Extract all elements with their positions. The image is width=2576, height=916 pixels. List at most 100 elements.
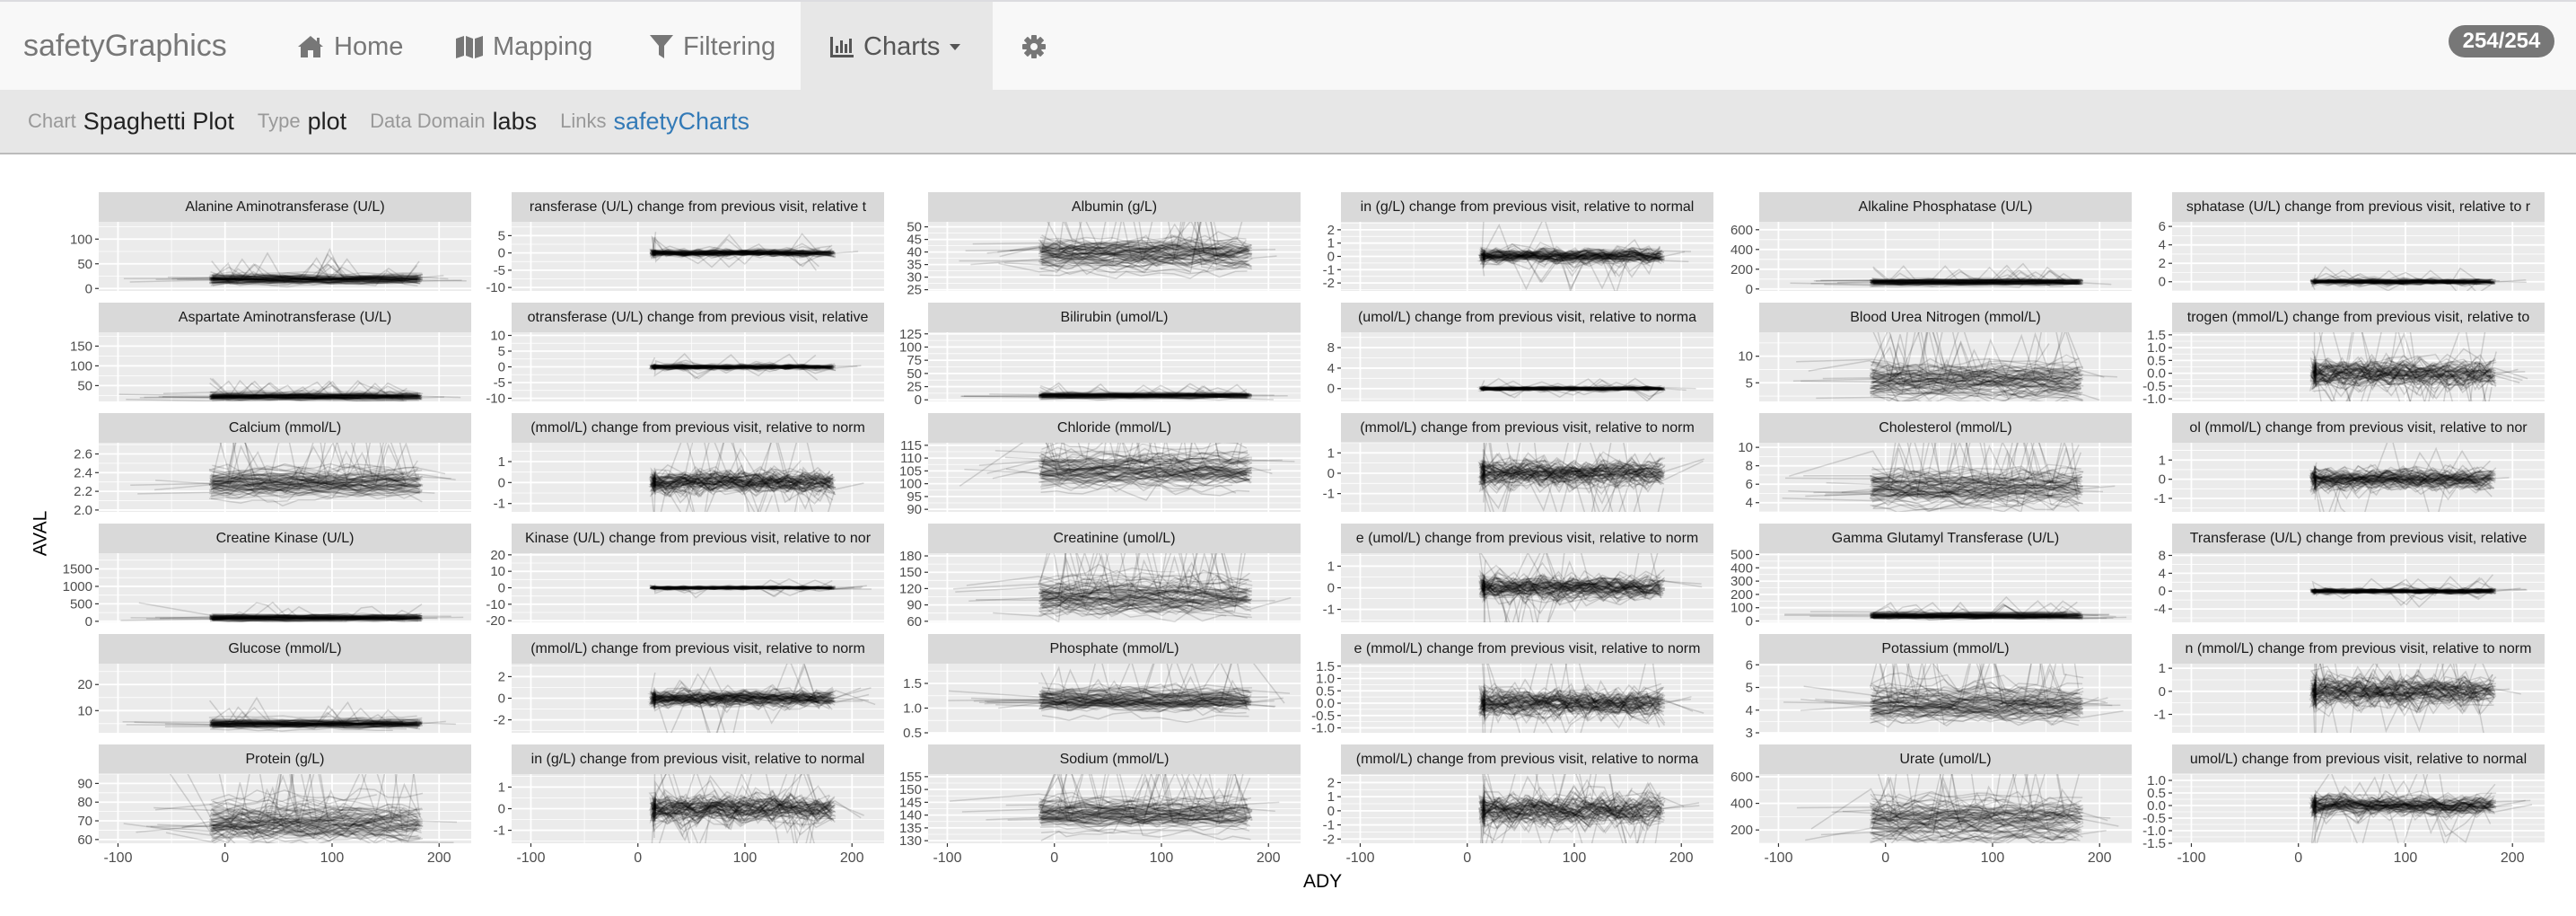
series-line (652, 364, 862, 371)
y-tick-label: 0 (2159, 472, 2166, 488)
series-line (120, 618, 422, 622)
series-line (1871, 816, 2082, 835)
series-line (652, 793, 760, 823)
series-line (212, 393, 418, 398)
y-tick-label: -1 (2154, 707, 2166, 722)
series-line (208, 395, 406, 399)
series-line (2309, 475, 2491, 492)
series-line (1478, 385, 1646, 396)
series-line (212, 710, 418, 729)
series-line (653, 691, 835, 703)
series-lines (648, 232, 859, 271)
series-line (212, 720, 424, 726)
series-line (213, 277, 359, 282)
series-line (209, 721, 422, 727)
settings-button[interactable] (1021, 2, 1048, 92)
series-line (2314, 671, 2493, 715)
series-line (212, 480, 361, 493)
series-line (212, 619, 343, 622)
y-tick-label: 2 (1327, 223, 1335, 238)
nav-home[interactable]: Home (296, 2, 403, 92)
series-line (1481, 464, 1666, 490)
series-line (2314, 467, 2480, 487)
series-line (210, 807, 407, 819)
series-line (1479, 460, 1704, 491)
series-line (653, 468, 834, 512)
series-line (1483, 384, 1651, 392)
series-line (1871, 692, 2078, 707)
series-line (1040, 591, 1249, 605)
series-line (209, 276, 421, 281)
series-line (1871, 615, 2081, 620)
series-line (2315, 673, 2402, 733)
panel-background (2172, 443, 2545, 512)
y-tick-label: 300 (1730, 574, 1753, 589)
series-line (1483, 386, 1663, 392)
series-line (129, 277, 421, 283)
safetycharts-link[interactable]: safetyCharts (613, 107, 750, 135)
series-line (653, 365, 834, 370)
series-line (210, 277, 421, 282)
series-line (1039, 387, 1251, 398)
facet-strip: (mmol/L) change from previous visit, rel… (512, 634, 884, 664)
series-line (1872, 818, 2083, 833)
series-line (994, 450, 1295, 466)
series-line (1478, 689, 1661, 716)
series-line (2316, 664, 2452, 711)
series-line (1796, 354, 2078, 368)
series-line (1870, 774, 2083, 829)
series-line (212, 615, 391, 620)
series-line (1870, 369, 2081, 393)
series-line (211, 443, 407, 490)
series-line (1479, 779, 1662, 843)
series-line (209, 614, 419, 619)
series-line (1480, 800, 1660, 821)
series-line (1041, 462, 1247, 475)
series-line (212, 276, 403, 282)
series-line (1871, 704, 2081, 717)
series-line (653, 250, 819, 256)
series-line (154, 478, 419, 491)
series-line (1041, 582, 1250, 597)
series-line (1479, 386, 1660, 401)
series-line (209, 443, 419, 482)
series-line (1871, 480, 2009, 495)
series-line (650, 363, 758, 369)
series-line (1871, 776, 2079, 827)
series-line (1038, 443, 1250, 471)
series-line (2310, 576, 2494, 596)
series-line (650, 586, 758, 591)
series-line (1484, 250, 1662, 264)
series-line (213, 393, 421, 399)
series-line (212, 274, 419, 281)
nav-filtering[interactable]: Filtering (649, 2, 775, 92)
series-line (653, 690, 817, 706)
y-tick-label: 1.0 (903, 701, 922, 717)
series-line (2314, 799, 2492, 818)
series-line (1478, 251, 1689, 263)
series-line (1038, 801, 1251, 815)
series-line (650, 796, 832, 822)
series-line (2313, 674, 2491, 715)
series-line (1873, 280, 2078, 286)
series-line (2311, 587, 2493, 595)
series-line (2312, 797, 2463, 814)
series-line (651, 249, 834, 256)
series-line (1871, 373, 2082, 390)
x-tick-label: -100 (1764, 850, 1792, 866)
series-line (1481, 689, 1585, 712)
nav-mapping[interactable]: Mapping (455, 2, 592, 92)
series-line (209, 788, 420, 843)
series-line (211, 451, 404, 483)
nav-charts-dropdown[interactable]: Charts (801, 2, 993, 92)
facet-strip: e (umol/L) change from previous visit, r… (1341, 524, 1713, 553)
series-line (653, 242, 821, 257)
series-line (1038, 694, 1250, 711)
brand-title[interactable]: safetyGraphics (23, 29, 227, 63)
series-line (2312, 359, 2422, 386)
series-line (1869, 810, 2079, 828)
series-line (2311, 588, 2492, 595)
series-line (2314, 464, 2493, 491)
series-line (1871, 264, 2083, 285)
